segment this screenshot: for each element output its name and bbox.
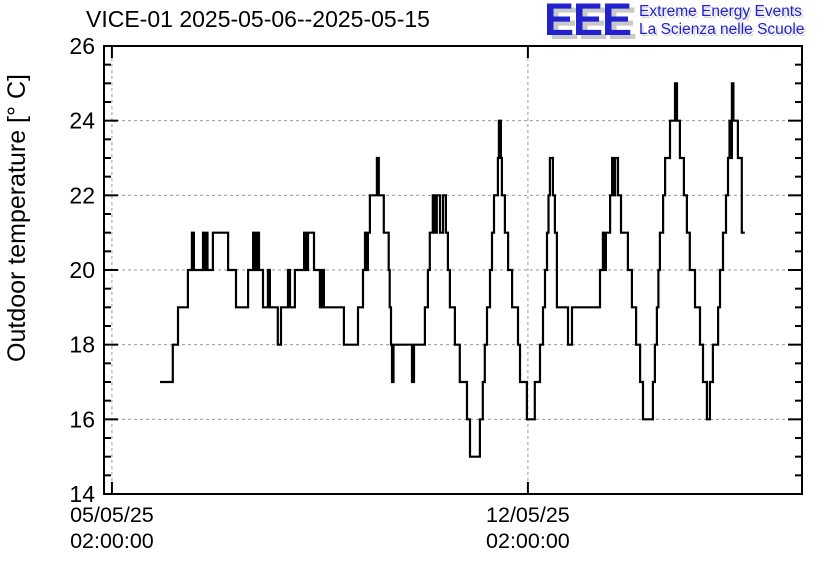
- eee-logo: EEE Extreme Energy Events La Scienza nel…: [544, 0, 805, 45]
- svg-text:26: 26: [69, 33, 95, 59]
- eee-logo-acronym: EEE: [544, 0, 632, 45]
- eee-logo-text: Extreme Energy Events La Scienza nelle S…: [639, 3, 804, 38]
- svg-text:16: 16: [69, 406, 95, 432]
- svg-text:12/05/25: 12/05/25: [486, 503, 570, 527]
- svg-text:22: 22: [69, 182, 95, 208]
- eee-logo-line2: La Scienza nelle Scuole: [639, 20, 805, 38]
- svg-text:14: 14: [69, 481, 95, 507]
- chart-title: VICE-01 2025-05-06--2025-05-15: [86, 6, 430, 32]
- svg-text:05/05/25: 05/05/25: [70, 503, 154, 527]
- svg-text:24: 24: [69, 108, 95, 134]
- svg-text:18: 18: [69, 332, 95, 358]
- eee-logo-line1: Extreme Energy Events: [639, 3, 802, 20]
- svg-text:02:00:00: 02:00:00: [70, 529, 154, 553]
- svg-text:20: 20: [69, 257, 95, 283]
- svg-text:02:00:00: 02:00:00: [486, 529, 570, 553]
